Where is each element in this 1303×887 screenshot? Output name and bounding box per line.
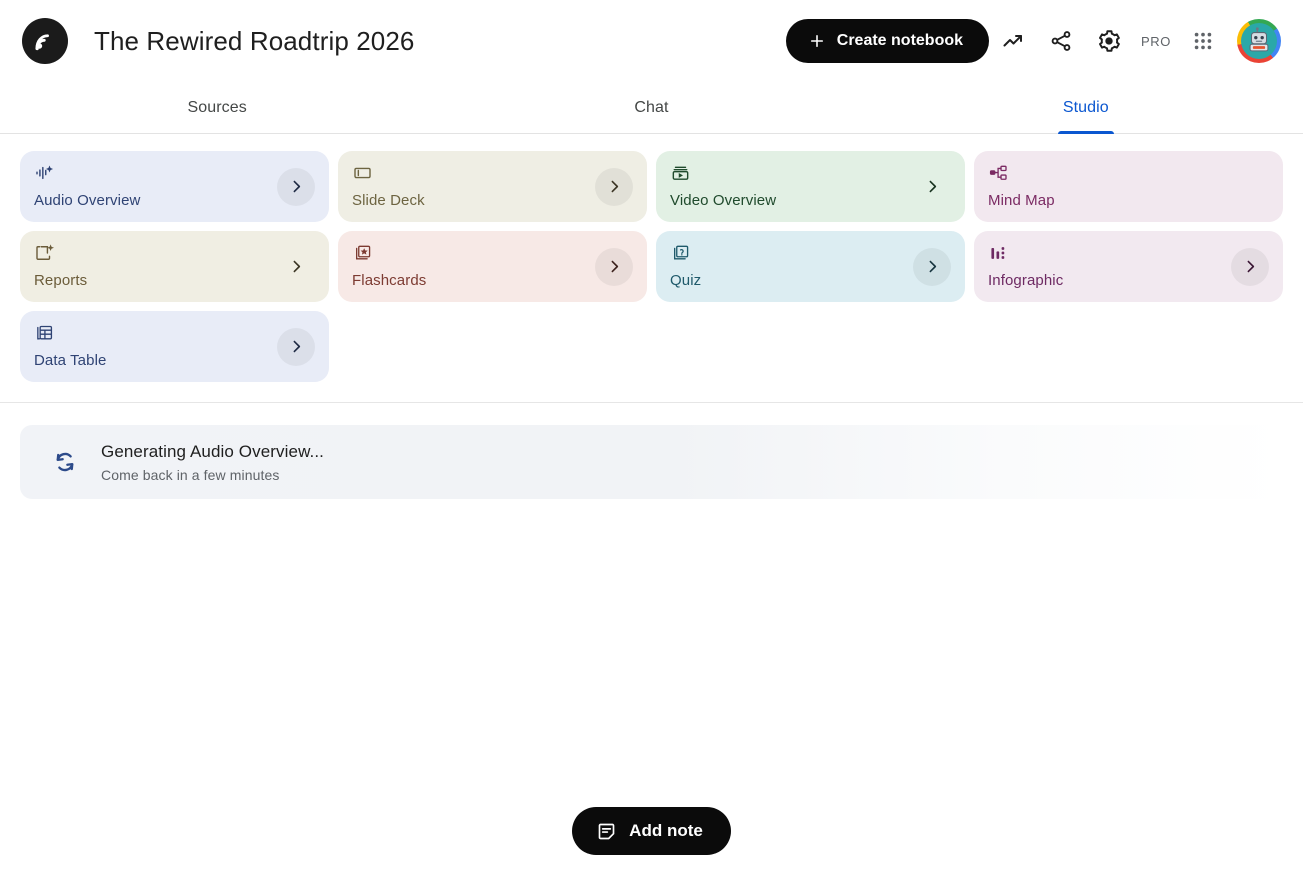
robot-avatar [1241,23,1277,59]
studio-card-label: Quiz [670,272,702,289]
add-note-label: Add note [629,821,703,840]
status-title: Generating Audio Overview... [101,442,324,462]
plus-icon [808,32,826,50]
studio-card-mind-map[interactable]: Mind Map [974,151,1283,222]
avatar[interactable] [1237,19,1281,63]
studio-card-infographic[interactable]: Infographic [974,231,1283,302]
header-actions: Create notebook PRO [785,17,1281,65]
report-sparkle-icon [34,243,315,263]
studio-card-flashcards[interactable]: Flashcards [338,231,647,302]
status-subtitle: Come back in a few minutes [101,466,280,483]
notebooklm-logo-icon[interactable] [22,18,68,64]
studio-card-label: Flashcards [352,272,427,289]
studio-card-reports[interactable]: Reports [20,231,329,302]
share-icon[interactable] [1037,17,1085,65]
trending-up-icon[interactable] [989,17,1037,65]
chevron-right-icon[interactable] [277,248,315,286]
chevron-right-icon[interactable] [913,168,951,206]
studio-card-label: Reports [34,272,88,289]
studio-panel: Audio Overview Slide Deck [0,134,1303,403]
studio-card-quiz[interactable]: Quiz [656,231,965,302]
video-play-icon [670,163,951,183]
slide-deck-icon [352,163,633,183]
studio-card-label: Audio Overview [34,192,141,209]
data-table-icon [34,323,315,343]
studio-card-data-table[interactable]: Data Table [20,311,329,382]
studio-card-label: Mind Map [988,192,1055,209]
brand-area: The Rewired Roadtrip 2026 [22,18,414,64]
studio-card-label: Data Table [34,352,107,369]
create-notebook-label: Create notebook [836,32,964,49]
app-header: The Rewired Roadtrip 2026 Create noteboo… [0,0,1303,82]
chevron-right-icon[interactable] [913,247,951,286]
note-icon [596,821,617,842]
page-title: The Rewired Roadtrip 2026 [94,25,415,56]
studio-card-grid: Audio Overview Slide Deck [20,151,1283,382]
tab-studio[interactable]: Studio [869,82,1303,133]
studio-card-slide-deck[interactable]: Slide Deck [338,151,647,222]
chevron-right-icon[interactable] [595,247,633,286]
apps-grid-icon[interactable] [1179,17,1227,65]
tab-chat[interactable]: Chat [634,98,669,116]
studio-card-video-overview[interactable]: Video Overview [656,151,965,222]
quiz-question-icon [670,243,951,263]
create-notebook-button[interactable]: Create notebook [785,19,990,63]
status-text-block: Generating Audio Overview... Come back i… [101,441,324,482]
chevron-right-icon[interactable] [595,167,633,206]
sync-refresh-icon [50,447,80,477]
tab-sources[interactable]: Sources [187,98,247,116]
chevron-right-icon[interactable] [277,167,315,206]
footer-bar: Add note [0,807,1303,855]
add-note-button[interactable]: Add note [572,807,731,855]
mind-map-nodes-icon [988,163,1269,183]
studio-card-label: Infographic [988,272,1064,289]
studio-card-label: Slide Deck [352,192,425,209]
flashcards-star-icon [352,243,633,263]
pro-badge: PRO [1141,33,1171,49]
status-area: Generating Audio Overview... Come back i… [0,403,1303,499]
studio-card-label: Video Overview [670,192,777,209]
bar-chart-icon [988,243,1269,263]
generating-status-card[interactable]: Generating Audio Overview... Come back i… [20,425,1283,499]
studio-card-audio-overview[interactable]: Audio Overview [20,151,329,222]
chevron-right-icon[interactable] [1231,247,1269,286]
chevron-right-icon[interactable] [277,327,315,366]
main-tabs: Sources Chat Studio [0,82,1303,134]
gear-icon[interactable] [1085,17,1133,65]
audio-waveform-sparkle-icon [34,163,315,183]
